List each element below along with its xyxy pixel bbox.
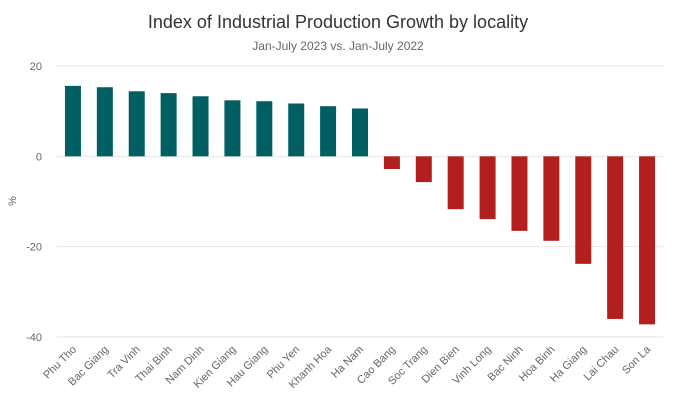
y-tick-label: 0 [36, 151, 42, 163]
bar-cao-bang[interactable] [383, 156, 400, 169]
bar-khanh-hoa[interactable] [320, 106, 337, 157]
bar-vinh-long[interactable] [479, 156, 496, 220]
grid-lines [57, 65, 663, 338]
bar-phu-tho[interactable] [64, 85, 81, 157]
bar-bac-giang[interactable] [96, 87, 113, 157]
bar-son-la[interactable] [639, 156, 656, 325]
bar-soc-trang[interactable] [415, 156, 432, 183]
y-tick-label: -40 [26, 332, 42, 344]
bar-kien-giang[interactable] [224, 100, 241, 157]
bar-lai-chau[interactable] [607, 156, 624, 319]
chart-title: Index of Industrial Production Growth by… [147, 12, 529, 32]
y-axis-ticks: -40 -20 0 20 [26, 61, 42, 344]
bar-hau-giang[interactable] [256, 101, 273, 157]
y-axis-title: % [7, 196, 19, 206]
bar-tra-vinh[interactable] [128, 91, 145, 157]
bar-nam-dinh[interactable] [192, 96, 209, 157]
bar-ha-giang[interactable] [575, 156, 592, 264]
bar-ha-nam[interactable] [352, 108, 368, 157]
bar-thai-binh[interactable] [160, 93, 177, 157]
bar-bac-ninh[interactable] [511, 156, 528, 231]
chart-subtitle: Jan-July 2023 vs. Jan-July 2022 [252, 39, 424, 53]
y-tick-label: -20 [26, 242, 42, 254]
x-tick-label: Lai Chau [582, 344, 622, 384]
y-tick-label: 20 [30, 61, 42, 73]
bar-phu-yen[interactable] [288, 103, 305, 157]
bar-dien-bien[interactable] [447, 156, 464, 210]
bars [64, 85, 656, 325]
bar-hoa-binh[interactable] [543, 156, 560, 241]
x-tick-label: Son La [620, 343, 654, 377]
